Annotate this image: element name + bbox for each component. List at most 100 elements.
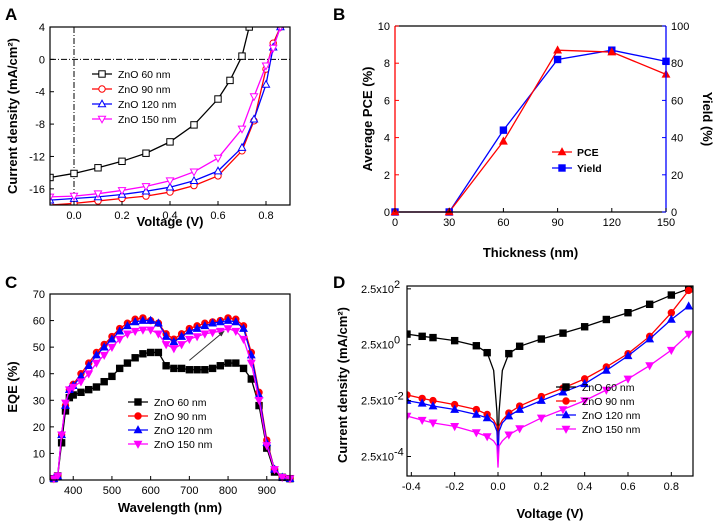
data-point — [213, 166, 223, 175]
data-point — [84, 360, 94, 370]
data-point — [623, 351, 633, 360]
data-point — [268, 44, 278, 53]
data-point — [64, 386, 74, 395]
data-point — [504, 431, 514, 440]
data-point — [407, 412, 412, 421]
x-tick-label: 0.0 — [490, 481, 505, 493]
data-point — [417, 398, 427, 407]
data-point — [261, 62, 271, 71]
data-point — [428, 401, 438, 410]
data-point — [161, 331, 171, 340]
data-point — [249, 93, 259, 102]
data-point — [115, 364, 124, 373]
x-axis-label: Voltage (V) — [137, 214, 204, 229]
y-tick-label: 4 — [384, 133, 390, 145]
data-point — [450, 423, 460, 432]
y-tick-exponent: 0 — [394, 335, 400, 347]
data-point — [117, 187, 127, 196]
right-tick-label: 0 — [671, 207, 677, 219]
data-point — [77, 388, 85, 397]
data-point — [536, 414, 546, 423]
yield-point — [553, 55, 562, 64]
y-tick-label: 2.5x10 — [361, 340, 394, 352]
x-tick-label: -0.2 — [445, 481, 464, 493]
x-tick-label: 0.4 — [577, 481, 592, 493]
data-point — [115, 326, 125, 335]
legend-label: PCE — [577, 147, 599, 159]
y-tick-exponent: -2 — [394, 391, 404, 403]
y-tick-label: 20 — [33, 422, 45, 434]
y-axis-label: Current density (mA/cm²) — [335, 307, 350, 463]
x-tick-label: 700 — [180, 485, 198, 497]
data-point — [482, 413, 492, 422]
data-point — [100, 377, 108, 386]
plot-area — [407, 286, 693, 468]
data-point — [580, 323, 589, 331]
data-point — [261, 79, 271, 88]
data-point — [559, 329, 567, 337]
pce-point — [498, 136, 508, 145]
data-point — [70, 169, 78, 178]
data-point — [239, 335, 248, 345]
legend-marker — [134, 398, 142, 406]
data-point — [200, 321, 210, 330]
data-point — [184, 326, 194, 335]
legend-label: ZnO 60 nm — [118, 69, 171, 81]
data-point — [189, 175, 199, 185]
legend-marker — [97, 99, 107, 108]
y-tick-label: 10 — [378, 21, 390, 33]
data-point — [262, 442, 272, 451]
x-tick-label: 800 — [219, 485, 237, 497]
data-point — [624, 309, 632, 317]
data-point — [249, 114, 259, 123]
data-point — [224, 359, 232, 367]
data-point — [216, 362, 225, 370]
series-line — [407, 305, 690, 455]
legend-marker — [557, 147, 567, 156]
data-point — [169, 345, 179, 354]
data-point — [53, 472, 63, 481]
data-point — [471, 409, 481, 418]
data-point — [580, 397, 590, 406]
legend-marker — [133, 425, 143, 434]
data-point — [192, 333, 202, 342]
legend-label: ZnO 150 nm — [582, 424, 641, 436]
legend-label: ZnO 120 nm — [154, 425, 213, 437]
data-point — [122, 330, 132, 339]
data-point — [601, 386, 611, 395]
data-point — [92, 359, 101, 368]
data-point — [580, 378, 590, 388]
legend-marker — [97, 115, 107, 124]
data-point — [407, 391, 411, 399]
data-point — [623, 375, 633, 384]
data-point — [185, 366, 194, 374]
pce-point — [553, 45, 563, 54]
data-point — [153, 330, 163, 339]
data-point — [189, 168, 199, 177]
panel-label: D — [333, 273, 345, 292]
legend-label: ZnO 150 nm — [118, 114, 177, 126]
x-tick-label: -0.4 — [402, 481, 421, 493]
x-tick-label: 0.6 — [210, 210, 225, 222]
data-point — [130, 317, 140, 326]
trend-arrow — [189, 330, 225, 361]
data-point — [215, 317, 225, 326]
data-point — [471, 429, 481, 438]
series-line — [53, 319, 291, 480]
x-tick-label: 0 — [392, 217, 398, 229]
y-tick-label: 8 — [384, 58, 390, 70]
data-point — [684, 286, 693, 295]
plot-area — [50, 27, 285, 205]
x-tick-label: 0.2 — [534, 481, 549, 493]
y-tick-label: 2.5x10 — [361, 284, 394, 296]
data-point — [93, 190, 103, 199]
legend-label: ZnO 60 nm — [582, 382, 635, 394]
data-point — [177, 364, 186, 373]
data-point — [141, 183, 151, 192]
legend-marker — [562, 383, 570, 391]
data-point — [558, 406, 568, 415]
x-tick-label: 0.4 — [162, 210, 177, 222]
data-point — [515, 342, 524, 350]
data-point — [645, 362, 655, 371]
data-point — [84, 370, 94, 379]
